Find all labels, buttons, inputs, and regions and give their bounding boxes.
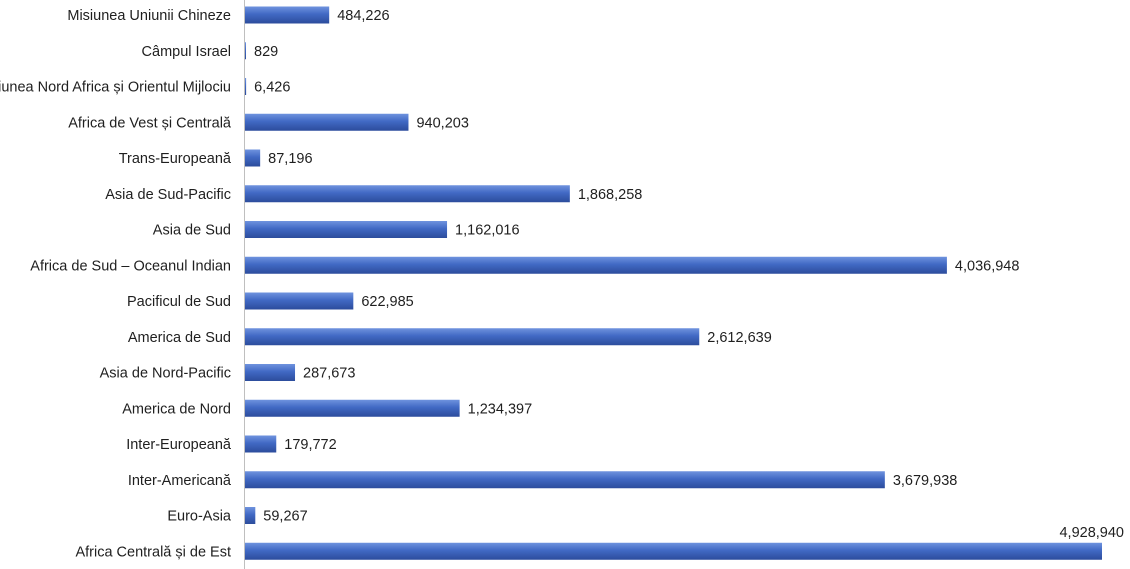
value-label: 940,203: [416, 115, 468, 131]
bar: [245, 328, 700, 346]
bar: [245, 292, 354, 310]
bars-group: Misiunea Uniunii Chineze 484,226 Câmpul Is…: [0, 6, 1124, 560]
category-label: Pacificul de Sud: [127, 294, 231, 310]
bar: [245, 6, 330, 24]
bar: [245, 149, 261, 167]
value-label: 179,772: [284, 437, 336, 453]
category-label: Asia de Sud-Pacific: [105, 187, 231, 203]
category-label: America de Sud: [128, 330, 231, 346]
category-label: Africa de Sud – Oceanul Indian: [30, 258, 231, 274]
category-label: Inter-Americană: [128, 473, 232, 489]
bar: [245, 78, 247, 95]
bar: [245, 185, 570, 203]
category-label: Câmpul Israel: [142, 44, 231, 60]
value-label: 87,196: [268, 151, 312, 167]
category-label: Africa de Vest și Centrală: [68, 115, 232, 131]
category-label: Inter-Europeană: [126, 437, 232, 453]
bar: [245, 399, 460, 417]
value-label: 4,036,948: [955, 258, 1020, 274]
value-label: 484,226: [337, 8, 389, 24]
category-label: America de Nord: [122, 401, 231, 417]
value-label: 1,868,258: [578, 187, 643, 203]
bar: [245, 256, 947, 274]
value-label: 287,673: [303, 366, 355, 382]
bar: [245, 542, 1102, 560]
bar: [245, 221, 448, 238]
value-label: 1,234,397: [468, 401, 533, 417]
bar: [245, 364, 296, 381]
value-label: 3,679,938: [893, 473, 958, 489]
bar: [245, 435, 277, 453]
category-label: Africa Centrală și de Est: [75, 544, 231, 560]
category-label: Asia de Sud: [153, 223, 231, 239]
category-label: Asia de Nord-Pacific: [100, 366, 231, 382]
value-label: 59,267: [263, 509, 307, 525]
category-label: Trans-Europeană: [119, 151, 232, 167]
bar: [245, 42, 246, 60]
value-label: 2,612,639: [707, 330, 772, 346]
bar: [245, 113, 409, 131]
category-label: Euro-Asia: [167, 509, 232, 525]
value-label: 1,162,016: [455, 223, 520, 239]
value-label: 622,985: [361, 294, 413, 310]
value-label: 4,928,940: [1059, 525, 1124, 541]
bar: [245, 507, 256, 524]
value-label: 829: [254, 44, 278, 60]
category-label: Misiunea Uniunii Chineze: [67, 8, 231, 24]
bar: [245, 471, 885, 489]
value-label: 6,426: [254, 80, 290, 96]
category-label: Uniunea Nord Africa și Orientul Mijlociu: [0, 80, 231, 96]
